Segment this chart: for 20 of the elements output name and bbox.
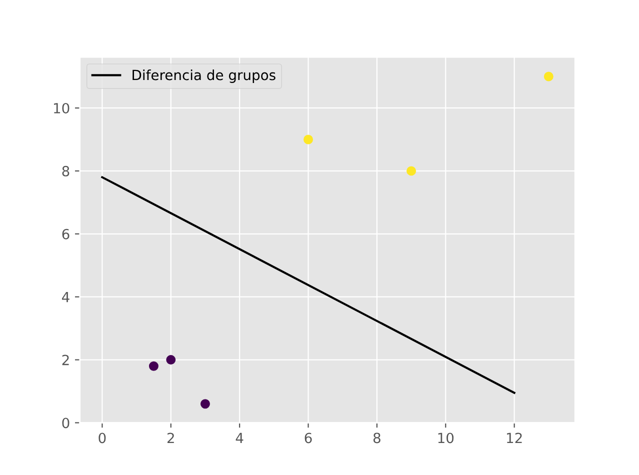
x-tick-label: 12 xyxy=(507,432,522,444)
x-tick-label: 8 xyxy=(373,432,380,444)
y-tick-label: 0 xyxy=(62,418,70,428)
point xyxy=(148,361,158,371)
y-tick-label: 2 xyxy=(62,354,69,366)
x-tick-label: 2 xyxy=(167,432,174,444)
y-tick-label: 10 xyxy=(54,102,70,114)
x-tick-label: 6 xyxy=(304,432,312,444)
y-tick-label: 4 xyxy=(62,292,70,302)
x-tick-label: 0 xyxy=(98,432,106,444)
point xyxy=(304,134,313,144)
y-tick-label: 8 xyxy=(62,166,70,176)
y-tick-label: 6 xyxy=(62,228,70,240)
point xyxy=(544,72,554,82)
x-tick-label: 4 xyxy=(236,432,244,444)
legend-label: Diferencia de grupos xyxy=(132,70,276,83)
point xyxy=(200,399,210,409)
point xyxy=(406,166,416,176)
x-tick-label: 10 xyxy=(438,432,454,444)
point xyxy=(166,355,176,365)
